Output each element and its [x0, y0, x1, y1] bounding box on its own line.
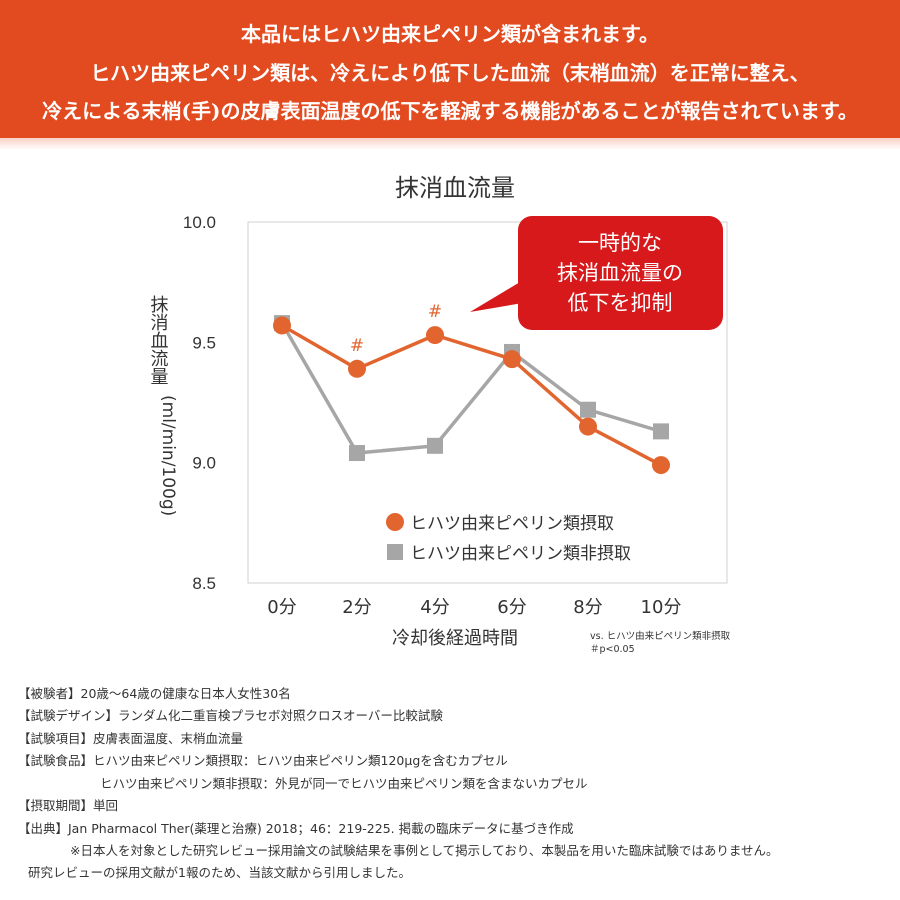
callout-text: 一時的な	[578, 231, 662, 255]
series-line-1	[280, 322, 662, 455]
footer-line: 【摂取期間】単回	[18, 798, 119, 813]
vs-note: vs. ヒハツ由来ピペリン類非摂取	[590, 631, 731, 642]
data-point-0	[426, 326, 444, 345]
x-tick-label: 4分	[420, 597, 449, 618]
data-point-0	[348, 359, 366, 378]
data-point-0	[503, 350, 521, 369]
data-point-1	[349, 445, 365, 462]
legend-marker	[386, 513, 404, 531]
x-tick-label: 2分	[342, 597, 371, 618]
header-line-1: 本品にはヒハツ由来ピペリン類が含まれます。	[241, 22, 659, 46]
y-axis-label-main: 抹消血流量	[148, 295, 169, 385]
significance-mark: #	[428, 302, 442, 322]
x-tick-label: 6分	[497, 597, 526, 618]
legend-label: ヒハツ由来ピペリン類非摂取	[410, 544, 631, 564]
header-banner: 本品にはヒハツ由来ピペリン類が含まれます。 ヒハツ由来ピペリン類は、冷えにより低…	[0, 0, 900, 150]
x-axis-label: 冷却後経過時間	[392, 628, 518, 649]
data-point-1	[580, 401, 596, 418]
callout-text: 低下を抑制	[568, 291, 673, 315]
data-point-1	[427, 437, 443, 454]
callout-text: 抹消血流量の	[557, 261, 683, 285]
data-point-0	[273, 316, 291, 335]
legend-label: ヒハツ由来ピペリン類摂取	[410, 514, 614, 534]
x-tick-label: 10分	[641, 597, 682, 618]
footer-line: ※日本人を対象とした研究レビュー採用論文の試験結果を事例として掲示しており、本製…	[70, 843, 779, 858]
p-note: ＃p<0.05	[590, 644, 635, 655]
footer-line: 研究レビューの採用文献が1報のため、当該文献から引用しました。	[28, 865, 411, 880]
data-point-0	[579, 417, 597, 436]
footer-line: 【試験項目】皮膚表面温度、末梢血流量	[18, 731, 244, 746]
data-point-0	[652, 456, 670, 475]
y-axis-label-unit: (ml/min/100g)	[158, 395, 178, 516]
plot-frame	[247, 221, 728, 584]
footer-line: 【試験食品】ヒハツ由来ピペリン類摂取：ヒハツ由来ピペリン類120μgを含むカプセ…	[18, 753, 508, 768]
chart-title: 抹消血流量	[395, 174, 515, 202]
significance-mark: #	[350, 336, 364, 356]
legend-marker	[387, 544, 403, 560]
footer-line: 【被験者】20歳〜64歳の健康な日本人女性30名	[18, 686, 291, 701]
data-point-1	[653, 423, 669, 440]
footer-line: 【出典】Jan Pharmacol Ther(薬理と治療) 2018；46：21…	[18, 821, 574, 836]
footer-line: ヒハツ由来ピペリン類非摂取：外見が同一でヒハツ由来ピペリン類を含まないカプセル	[100, 776, 588, 791]
header-line-2: ヒハツ由来ピペリン類は、冷えにより低下した血流（末梢血流）を正常に整え、	[90, 61, 810, 85]
callout-box	[518, 216, 723, 330]
header-line-3: 冷えによる末梢(手)の皮膚表面温度の低下を軽減する機能があることが報告されていま…	[42, 99, 858, 123]
y-tick-label: 8.5	[192, 574, 216, 593]
x-tick-label: 0分	[267, 597, 296, 618]
y-tick-label: 9.5	[192, 333, 216, 352]
series-line-0	[281, 323, 662, 467]
y-tick-label: 10.0	[183, 213, 216, 232]
footer-line: 【試験デザイン】ランダム化二重盲検プラセボ対照クロスオーバー比較試験	[18, 708, 443, 723]
y-tick-label: 9.0	[192, 454, 216, 473]
x-tick-label: 8分	[573, 597, 602, 618]
